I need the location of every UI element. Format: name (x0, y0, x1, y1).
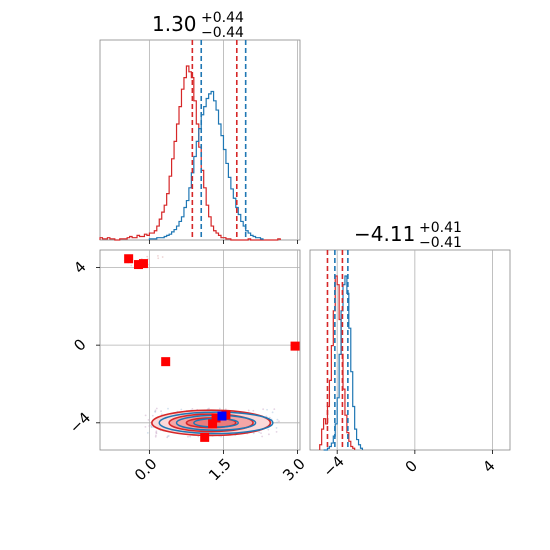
scatter-2d-panel: 0.0 1.5 3.0 −4 0 4 (66, 249, 309, 484)
scatter-2d-sample-dot (252, 432, 255, 435)
scatter-2d-sample-dot (268, 433, 270, 436)
scatter-2d-sample-dot (155, 432, 158, 435)
scatter-2d-xtick-label-2: 3.0 (279, 455, 309, 485)
scatter-2d-sample-dot (147, 418, 150, 421)
scatter-2d-ytick-label-1: 0 (70, 335, 89, 354)
hist-param-1-xtick-label-1: 0 (402, 457, 421, 476)
scatter-2d-sample-dot (252, 409, 255, 412)
hist-param-1-title-minus: −0.41 (419, 235, 462, 251)
hist-param-0-panel: 1.30 +0.44 −0.44 (99, 10, 301, 244)
scatter-2d-sample-dot (154, 435, 157, 438)
scatter-2d-red-marker-0 (124, 254, 134, 264)
hist-param-0-frame (99, 39, 301, 241)
hist-param-1-blue-step-line (323, 275, 364, 451)
scatter-2d-sample-dot (271, 411, 274, 414)
scatter-2d-sample-dot (146, 255, 149, 258)
scatter-2d-sample-dot (189, 435, 192, 438)
scatter-2d-sample-dot (266, 408, 268, 411)
hist-param-0-red-step-line (99, 65, 281, 241)
scatter-2d-red-marker-1 (134, 260, 144, 270)
scatter-2d-sample-dot (208, 407, 210, 410)
scatter-2d-sample-dot (161, 256, 164, 258)
hist-param-1-title-value: −4.11 (354, 222, 415, 246)
hist-param-1-title-plus: +0.41 (419, 220, 462, 236)
scatter-2d-xtick-label-1: 1.5 (205, 455, 235, 485)
scatter-2d-sample-dot (197, 435, 200, 438)
hist-param-0-title-minus: −0.44 (201, 25, 244, 41)
hist-param-0-quantile-lines (191, 40, 247, 240)
scatter-2d-sample-dot (262, 408, 265, 411)
scatter-2d-sample-dot (220, 435, 223, 438)
scatter-2d-sample-dot (276, 418, 279, 421)
hist-param-1-frame (309, 249, 511, 451)
scatter-2d-sample-dot (150, 426, 153, 429)
scatter-2d-sample-dot (247, 409, 250, 412)
scatter-2d-sample-dot (155, 430, 158, 433)
scatter-2d-sample-dot (157, 254, 159, 257)
hist-param-1-ticks: −4 0 4 (319, 450, 499, 481)
hist-param-1-red-series (319, 275, 356, 450)
scatter-2d-sample-dot (276, 421, 279, 424)
scatter-2d-ytick-label-0: −4 (66, 409, 94, 437)
scatter-2d-sample-dot (268, 416, 271, 419)
hist-param-0-ticks (148, 240, 298, 244)
scatter-2d-sample-dot (144, 414, 147, 417)
scatter-2d-blue-contour-0 (158, 411, 274, 435)
hist-param-1-panel: −4 0 4 −4.11 +0.41 −0.41 (309, 220, 511, 481)
scatter-2d-sample-dot (191, 408, 194, 410)
scatter-2d-sample-dot (275, 430, 278, 433)
scatter-2d-x-ticks: 0.0 1.5 3.0 (131, 450, 309, 484)
scatter-2d-red-marker-4 (290, 341, 300, 351)
scatter-2d-red-marker-3 (161, 357, 171, 367)
scatter-2d-sample-dot (261, 435, 264, 438)
scatter-2d-sample-dot (187, 435, 189, 438)
hist-param-1-red-step-line (319, 275, 356, 450)
scatter-2d-sample-dot (155, 407, 158, 410)
scatter-2d-sample-dot (273, 408, 276, 411)
scatter-2d-sample-dot (258, 431, 261, 434)
scatter-2d-sample-dot (278, 420, 280, 423)
scatter-2d-sample-dot (160, 410, 162, 413)
hist-param-0-red-series (99, 65, 281, 241)
scatter-2d-sample-dot (166, 436, 169, 439)
scatter-2d-sample-dot (130, 264, 133, 267)
hist-param-0-title-value: 1.30 (152, 12, 197, 36)
scatter-2d-red-marker-2 (138, 259, 148, 269)
scatter-2d-frame (99, 249, 301, 451)
hist-param-1-quantile-lines (326, 250, 349, 450)
scatter-2d-sample-dot (265, 415, 268, 418)
scatter-2d-sample-dot (146, 431, 149, 434)
scatter-2d-sample-dot (224, 408, 227, 411)
scatter-2d-red-marker-6 (200, 432, 210, 442)
scatter-2d-sample-dot (148, 263, 151, 266)
scatter-2d-sample-dot (154, 410, 157, 413)
scatter-2d-markers (124, 254, 300, 442)
scatter-2d-sample-dot (148, 425, 151, 427)
scatter-2d-sample-dot (275, 427, 278, 429)
hist-param-1-blue-series (323, 275, 364, 451)
hist-param-1-xtick-label-2: 4 (479, 457, 498, 476)
scatter-2d-xtick-label-0: 0.0 (131, 455, 161, 485)
hist-param-1-grid (336, 250, 493, 450)
hist-param-0-blue-step-line (148, 90, 264, 240)
scatter-2d-sample-dot (144, 425, 147, 428)
scatter-2d-red-marker-5 (208, 419, 218, 429)
hist-param-0-blue-series (148, 90, 264, 240)
scatter-2d-sample-dot (167, 407, 169, 410)
scatter-2d-sample-dot (180, 408, 183, 411)
scatter-2d-y-ticks: −4 0 4 (66, 258, 100, 437)
scatter-2d-sample-dot (218, 407, 221, 410)
scatter-2d-red-marker-8 (211, 413, 221, 423)
scatter-2d-ytick-label-2: 4 (70, 258, 89, 277)
scatter-2d-sample-dot (260, 432, 262, 435)
hist-param-0-title-plus: +0.44 (201, 10, 244, 26)
scatter-2d-blue-marker-0 (217, 411, 227, 421)
scatter-2d-sample-dot (151, 414, 154, 417)
scatter-2d-sample-dot (267, 428, 270, 431)
scatter-2d-sample-dot (155, 434, 157, 437)
hist-param-1-xtick-label-0: −4 (319, 452, 347, 480)
scatter-2d-sample-dot (160, 413, 163, 416)
scatter-2d-sample-dot (157, 257, 160, 260)
